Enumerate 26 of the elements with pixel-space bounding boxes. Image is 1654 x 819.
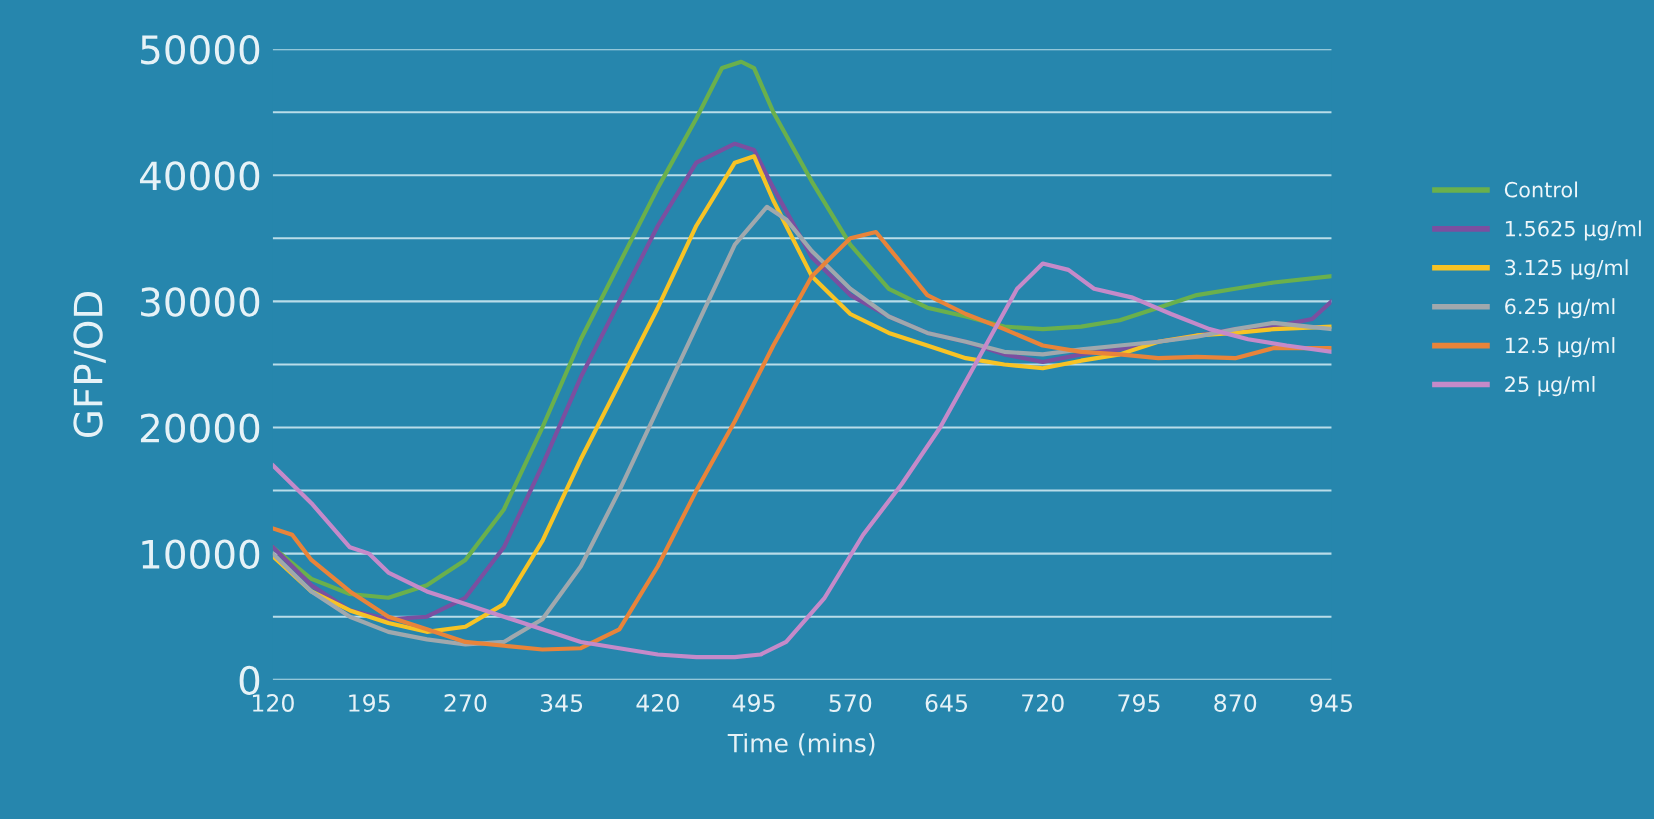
x-tick-label: 570 <box>829 694 872 712</box>
x-tick-label: 945 <box>1310 694 1352 712</box>
x-tick-label: 495 <box>732 694 775 712</box>
y-tick-label: 10000 <box>142 539 260 569</box>
y-axis-title: GFP/OD <box>73 291 106 438</box>
x-tick-label: 870 <box>1214 694 1257 712</box>
y-tick-label: 30000 <box>141 287 260 317</box>
x-tick-label: 270 <box>444 694 487 712</box>
x-axis-title: Time (mins) <box>727 733 875 756</box>
legend-label: 6.25 µg/ml <box>1505 298 1615 319</box>
x-tick-label: 345 <box>540 694 583 712</box>
x-tick-label: 645 <box>925 694 968 712</box>
x-tick-label: 420 <box>636 694 679 712</box>
y-tick-label: 50000 <box>141 35 260 65</box>
x-tick-label: 120 <box>252 694 294 712</box>
y-tick-label: 20000 <box>140 413 260 443</box>
x-tick-label: 795 <box>1118 694 1160 712</box>
legend-label: Control <box>1504 181 1577 198</box>
y-tick-label: 0 <box>239 665 260 696</box>
legend-label: 3.125 µg/ml <box>1505 259 1628 280</box>
legend-label: 1.5625 µg/ml <box>1505 220 1641 241</box>
y-tick-label: 40000 <box>139 161 260 191</box>
legend-label: 12.5 µg/ml <box>1505 337 1615 358</box>
x-tick-label: 720 <box>1022 694 1064 712</box>
x-tick-label: 195 <box>349 694 390 712</box>
legend-label: 25 µg/ml <box>1505 375 1595 397</box>
